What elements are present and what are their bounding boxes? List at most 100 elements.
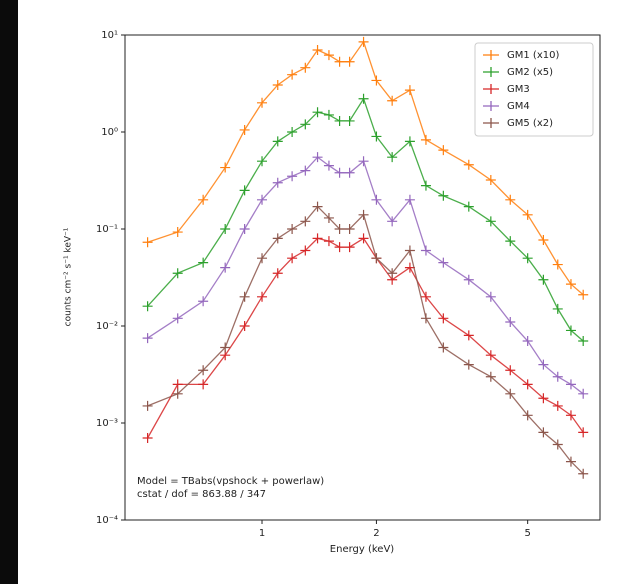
data-point — [538, 274, 549, 285]
data-point — [552, 303, 563, 314]
x-tick-label: 1 — [259, 528, 265, 539]
data-point — [538, 235, 549, 246]
data-point — [387, 95, 398, 106]
data-point — [272, 268, 283, 279]
data-point — [344, 224, 355, 234]
data-point — [334, 242, 345, 253]
data-point — [522, 336, 533, 347]
data-point — [323, 236, 334, 247]
data-point — [272, 177, 283, 188]
data-point — [323, 109, 334, 120]
data-point — [312, 45, 323, 56]
data-point — [172, 388, 183, 399]
data-point — [323, 212, 334, 223]
data-point — [334, 224, 345, 234]
data-point — [438, 145, 449, 156]
data-point — [257, 253, 268, 264]
data-point — [142, 301, 153, 312]
legend-marker — [483, 50, 499, 60]
data-point — [420, 291, 431, 302]
data-point — [505, 194, 516, 205]
x-axis-label: Energy (keV) — [330, 544, 395, 555]
data-point — [358, 156, 369, 167]
data-point — [578, 388, 589, 399]
y-axis-label: counts cm⁻² s⁻¹ keV⁻¹ — [64, 227, 74, 326]
y-tick-label: 10⁻² — [96, 321, 118, 332]
data-point — [142, 400, 153, 411]
data-point — [565, 410, 576, 421]
annotation: Model = TBabs(vpshock + powerlaw) — [137, 476, 324, 487]
data-point — [239, 185, 250, 196]
data-point — [358, 36, 369, 47]
y-tick-label: 10⁻¹ — [96, 224, 118, 235]
data-point — [344, 115, 355, 126]
data-point — [538, 359, 549, 370]
data-point — [565, 279, 576, 290]
data-point — [334, 56, 345, 67]
legend-label: GM2 (x5) — [507, 67, 553, 78]
data-point — [287, 224, 298, 234]
data-point — [172, 313, 183, 324]
data-point — [552, 400, 563, 411]
plot-frame — [124, 34, 601, 521]
data-point — [220, 224, 231, 234]
data-point — [300, 216, 311, 227]
data-point — [358, 233, 369, 244]
data-point — [505, 236, 516, 247]
data-point — [420, 245, 431, 256]
data-point — [505, 365, 516, 376]
data-point — [578, 336, 589, 347]
data-point — [404, 262, 415, 273]
data-point — [358, 93, 369, 104]
data-point — [257, 97, 268, 108]
y-tick-label: 10⁻⁴ — [96, 515, 118, 526]
x-tick-label: 2 — [373, 528, 379, 539]
data-point — [522, 253, 533, 264]
data-point — [198, 194, 209, 205]
data-point — [287, 253, 298, 264]
data-point — [323, 160, 334, 171]
data-point — [334, 115, 345, 126]
data-point — [522, 209, 533, 220]
data-point — [438, 190, 449, 201]
data-point — [312, 233, 323, 244]
legend-label: GM1 (x10) — [507, 50, 559, 61]
data-point — [552, 371, 563, 382]
legend-marker — [483, 101, 499, 111]
data-point — [220, 262, 231, 273]
data-point — [485, 350, 496, 361]
data-point — [220, 342, 231, 353]
data-point — [565, 456, 576, 467]
data-point — [220, 162, 231, 173]
data-point — [485, 291, 496, 302]
data-point — [344, 167, 355, 178]
data-point — [420, 134, 431, 145]
data-point — [404, 245, 415, 256]
legend-label: GM4 — [507, 101, 530, 112]
data-point — [142, 237, 153, 248]
data-point — [198, 379, 209, 390]
data-point — [505, 388, 516, 399]
data-point — [538, 427, 549, 438]
data-point — [463, 330, 474, 341]
data-point — [485, 175, 496, 185]
data-point — [522, 379, 533, 390]
data-point — [239, 224, 250, 234]
data-point — [300, 119, 311, 130]
data-point — [312, 152, 323, 163]
data-point — [257, 194, 268, 205]
data-point — [272, 80, 283, 91]
data-point — [312, 201, 323, 212]
data-point — [463, 159, 474, 170]
data-point — [287, 171, 298, 182]
data-point — [334, 167, 345, 178]
data-point — [300, 245, 311, 256]
data-point — [463, 274, 474, 285]
data-point — [404, 136, 415, 147]
legend-box — [474, 42, 594, 137]
data-point — [387, 268, 398, 279]
data-point — [272, 136, 283, 147]
data-point — [172, 379, 183, 390]
data-point — [323, 50, 334, 61]
